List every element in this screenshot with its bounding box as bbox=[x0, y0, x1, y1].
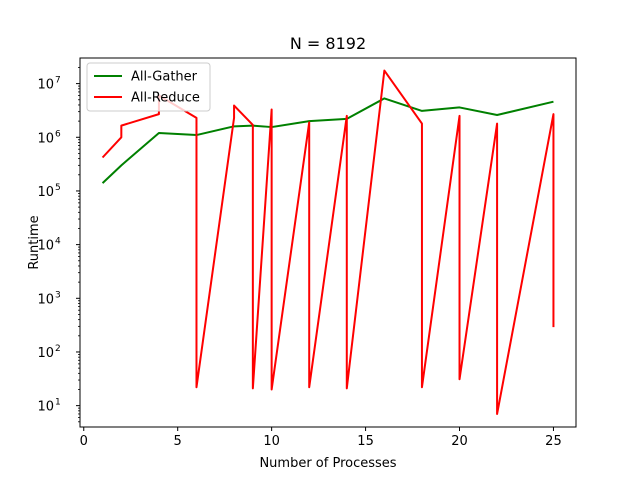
x-axis-label: Number of Processes bbox=[259, 456, 396, 471]
x-tick-label: 15 bbox=[357, 434, 374, 449]
y-tick-label: 10 bbox=[37, 131, 54, 146]
chart-title: N = 8192 bbox=[290, 34, 366, 53]
y-tick-exponent: 4 bbox=[55, 237, 61, 247]
y-tick-label: 10 bbox=[37, 78, 54, 93]
y-tick-exponent: 7 bbox=[55, 76, 61, 86]
x-tick-label: 10 bbox=[263, 434, 280, 449]
x-axis-ticks: 0 5 10 15 20 25 bbox=[80, 427, 562, 449]
y-tick-exponent: 3 bbox=[55, 290, 61, 300]
legend-label-all-gather: All-Gather bbox=[131, 70, 198, 85]
legend-label-all-reduce: All-Reduce bbox=[131, 91, 200, 106]
y-tick-exponent: 6 bbox=[55, 129, 61, 139]
y-axis-label: Runtime bbox=[27, 215, 42, 269]
y-tick-label: 10 bbox=[37, 292, 54, 307]
y-tick-label: 10 bbox=[37, 400, 54, 415]
x-tick-label: 20 bbox=[451, 434, 468, 449]
y-tick-exponent: 5 bbox=[55, 183, 61, 193]
y-tick-exponent: 2 bbox=[55, 344, 61, 354]
y-tick-label: 10 bbox=[37, 239, 54, 254]
x-tick-label: 0 bbox=[80, 434, 88, 449]
y-tick-label: 10 bbox=[37, 346, 54, 361]
legend: All-Gather All-Reduce bbox=[86, 62, 211, 112]
y-tick-label: 10 bbox=[37, 185, 54, 200]
x-tick-label: 5 bbox=[174, 434, 182, 449]
y-tick-exponent: 1 bbox=[55, 398, 61, 408]
x-tick-label: 25 bbox=[545, 434, 562, 449]
series-line-all-gather bbox=[101, 97, 554, 184]
axes-frame bbox=[79, 57, 577, 428]
